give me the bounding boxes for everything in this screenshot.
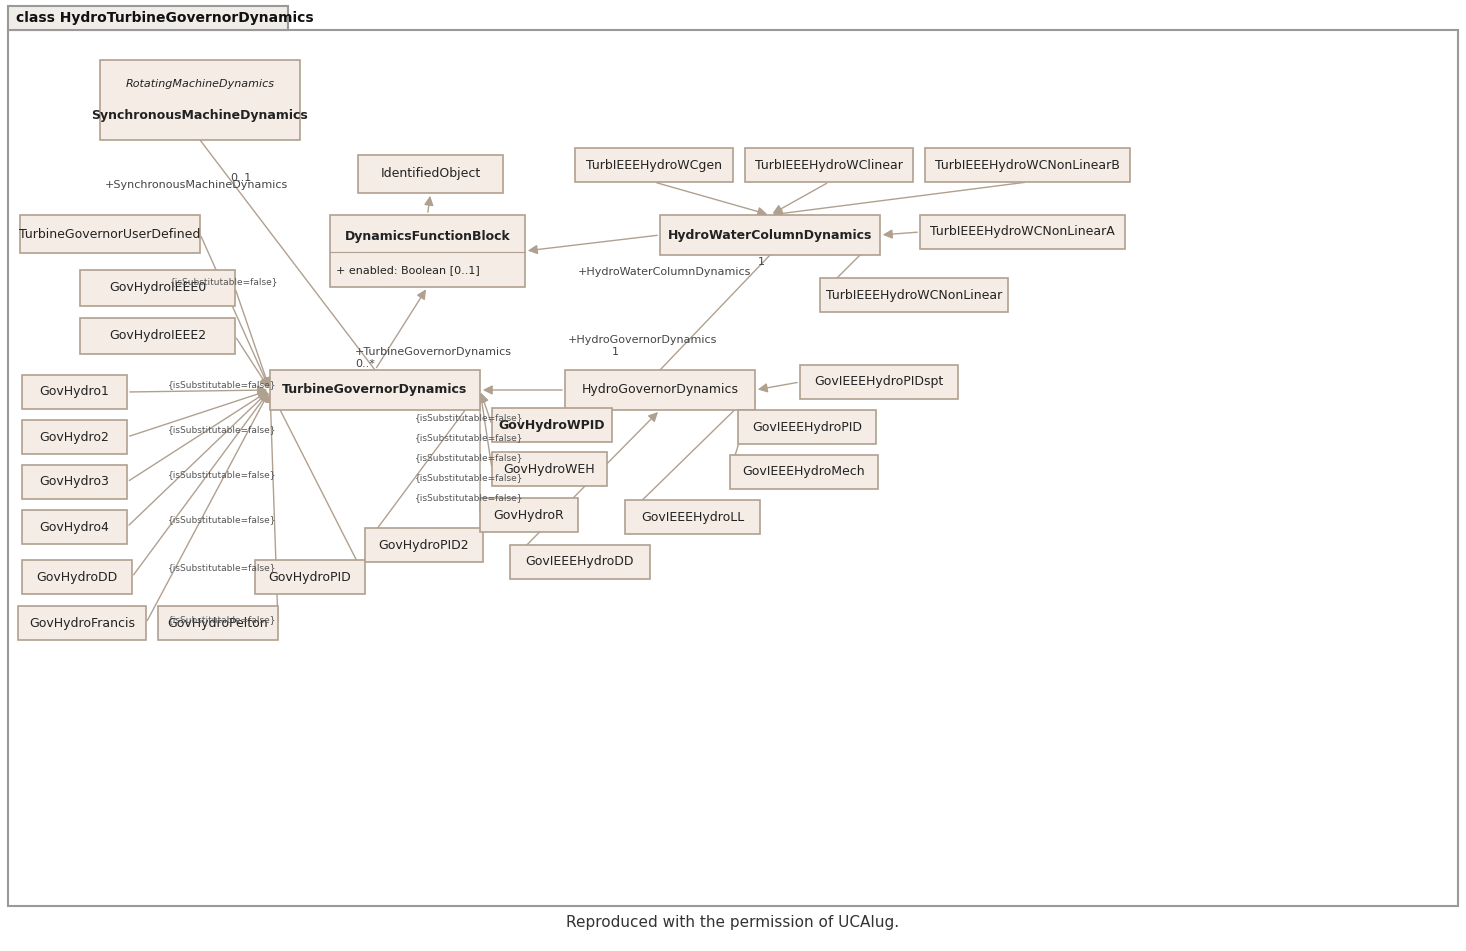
Text: class HydroTurbineGovernorDynamics: class HydroTurbineGovernorDynamics <box>16 11 314 25</box>
Text: 1: 1 <box>758 257 765 267</box>
Text: TurbineGovernorUserDefined: TurbineGovernorUserDefined <box>19 227 201 241</box>
Text: {isSubstitutable=false}: {isSubstitutable=false} <box>169 471 277 479</box>
Text: GovHydroWPID: GovHydroWPID <box>498 418 605 432</box>
Bar <box>358 155 503 193</box>
Text: GovIEEEHydroLL: GovIEEEHydroLL <box>641 511 745 523</box>
Bar <box>564 370 755 410</box>
Text: GovIEEEHydroDD: GovIEEEHydroDD <box>526 555 635 569</box>
Bar <box>330 215 525 287</box>
Text: RotatingMachineDynamics: RotatingMachineDynamics <box>126 79 274 89</box>
Bar <box>22 560 132 594</box>
Bar <box>255 560 365 594</box>
Text: + enabled: Boolean [0..1]: + enabled: Boolean [0..1] <box>336 264 479 275</box>
Bar <box>800 365 957 399</box>
Text: SynchronousMachineDynamics: SynchronousMachineDynamics <box>91 109 308 123</box>
Text: GovHydroDD: GovHydroDD <box>37 571 117 584</box>
Bar <box>365 528 482 562</box>
Text: GovIEEEHydroMech: GovIEEEHydroMech <box>743 465 865 478</box>
Text: 1: 1 <box>611 347 619 357</box>
Text: GovHydro2: GovHydro2 <box>40 431 110 443</box>
Text: GovHydroIEEE2: GovHydroIEEE2 <box>108 329 207 342</box>
Text: GovIEEEHydroPIDspt: GovIEEEHydroPIDspt <box>815 376 944 389</box>
Text: {isSubstitutable=false}: {isSubstitutable=false} <box>169 380 277 390</box>
Bar <box>925 148 1130 182</box>
Text: {isSubstitutable=false}: {isSubstitutable=false} <box>415 434 523 442</box>
Text: {isSubstitutable=false}: {isSubstitutable=false} <box>415 474 523 482</box>
Bar <box>100 60 301 140</box>
Text: GovHydro3: GovHydro3 <box>40 476 110 489</box>
Text: 0..*: 0..* <box>355 359 375 369</box>
Bar <box>18 606 147 640</box>
Bar <box>158 606 279 640</box>
Text: GovHydroPelton: GovHydroPelton <box>167 616 268 630</box>
Bar <box>745 148 913 182</box>
Bar <box>819 278 1009 312</box>
Text: GovHydroPID2: GovHydroPID2 <box>378 538 469 552</box>
Text: DynamicsFunctionBlock: DynamicsFunctionBlock <box>345 230 510 243</box>
Text: TurbIEEEHydroWCNonLinearB: TurbIEEEHydroWCNonLinearB <box>935 159 1120 171</box>
Text: {isSubstitutable=false}: {isSubstitutable=false} <box>415 494 523 502</box>
Text: {isSubstitutable=false}: {isSubstitutable=false} <box>169 564 277 573</box>
Bar <box>479 498 578 532</box>
Bar <box>625 500 759 534</box>
Bar <box>660 215 880 255</box>
Text: GovHydroFrancis: GovHydroFrancis <box>29 616 135 630</box>
Text: {isSubstitutable=false}: {isSubstitutable=false} <box>170 278 279 286</box>
Text: GovHydroR: GovHydroR <box>494 509 564 521</box>
Bar <box>22 510 128 544</box>
Text: +SynchronousMachineDynamics: +SynchronousMachineDynamics <box>106 180 289 190</box>
Text: TurbIEEEHydroWCNonLinearA: TurbIEEEHydroWCNonLinearA <box>929 225 1114 239</box>
Bar <box>7 6 287 30</box>
Text: TurbIEEEHydroWClinear: TurbIEEEHydroWClinear <box>755 159 903 171</box>
Text: HydroWaterColumnDynamics: HydroWaterColumnDynamics <box>668 228 872 242</box>
Text: +HydroWaterColumnDynamics: +HydroWaterColumnDynamics <box>578 267 752 277</box>
Bar <box>81 318 235 354</box>
Text: IdentifiedObject: IdentifiedObject <box>380 167 481 181</box>
Bar <box>21 215 199 253</box>
Bar <box>493 452 607 486</box>
Text: {isSubstitutable=false}: {isSubstitutable=false} <box>169 425 277 435</box>
Bar <box>737 410 877 444</box>
Text: GovHydro1: GovHydro1 <box>40 385 110 398</box>
Text: {isSubstitutable=false}: {isSubstitutable=false} <box>169 515 277 525</box>
Bar <box>575 148 733 182</box>
Bar <box>921 215 1124 249</box>
Text: TurbineGovernorDynamics: TurbineGovernorDynamics <box>283 383 468 397</box>
Bar <box>493 408 611 442</box>
Bar <box>22 465 128 499</box>
Text: GovHydroPID: GovHydroPID <box>268 571 352 584</box>
Text: {isSubstitutable=false}: {isSubstitutable=false} <box>169 615 277 625</box>
Text: {isSubstitutable=false}: {isSubstitutable=false} <box>415 454 523 462</box>
Text: 0..1: 0..1 <box>230 173 251 183</box>
Text: GovIEEEHydroPID: GovIEEEHydroPID <box>752 420 862 434</box>
Text: Reproduced with the permission of UCAIug.: Reproduced with the permission of UCAIug… <box>566 916 900 930</box>
Text: GovHydroWEH: GovHydroWEH <box>504 462 595 476</box>
Text: +HydroGovernorDynamics: +HydroGovernorDynamics <box>567 335 717 345</box>
Text: +TurbineGovernorDynamics: +TurbineGovernorDynamics <box>355 347 512 357</box>
Text: GovHydro4: GovHydro4 <box>40 520 110 534</box>
Bar <box>81 270 235 306</box>
Text: HydroGovernorDynamics: HydroGovernorDynamics <box>582 383 739 397</box>
Text: TurbIEEEHydroWCNonLinear: TurbIEEEHydroWCNonLinear <box>825 288 1003 301</box>
Bar <box>22 420 128 454</box>
Text: TurbIEEEHydroWCgen: TurbIEEEHydroWCgen <box>586 159 721 171</box>
Bar <box>22 375 128 409</box>
Text: {isSubstitutable=false}: {isSubstitutable=false} <box>415 414 523 422</box>
Text: GovHydroIEEE0: GovHydroIEEE0 <box>108 281 207 295</box>
Bar <box>510 545 649 579</box>
Bar <box>730 455 878 489</box>
Bar <box>270 370 479 410</box>
